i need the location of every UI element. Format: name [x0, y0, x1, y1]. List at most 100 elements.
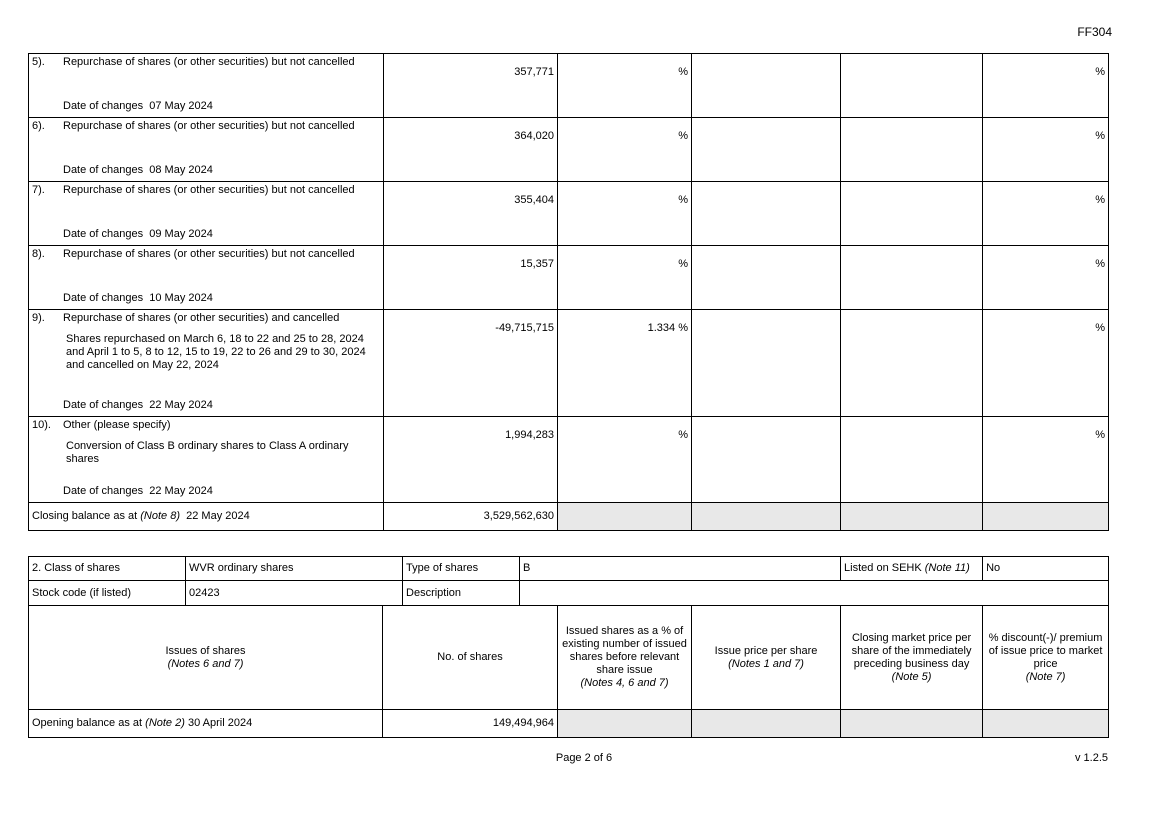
date-value: 09 May 2024 [149, 228, 213, 240]
opening-shares: 149,494,964 [381, 709, 559, 738]
date-of-changes: Date of changes 08 May 2024 [63, 164, 213, 177]
movement-description: 9). Repurchase of shares (or other secur… [28, 309, 384, 417]
share-movements-table: 5). Repurchase of shares (or other secur… [28, 53, 1109, 531]
issued-pct-value: % [557, 117, 692, 182]
opening-date: 30 April 2024 [187, 717, 253, 729]
form-code: FF304 [1077, 25, 1112, 39]
closing-balance-row: Closing balance as at (Note 8) 22 May 20… [28, 502, 1109, 531]
issue-price-cell [691, 53, 841, 118]
closing-note: (Note 8) [140, 510, 180, 522]
date-of-changes: Date of changes 10 May 2024 [63, 292, 213, 305]
header-issued-pct-text: Issued shares as a % of existing number … [562, 625, 687, 676]
premium-pct-value: % [982, 416, 1109, 503]
listed-label-text: Listed on SEHK [844, 562, 922, 574]
closing-price-cell [840, 416, 983, 503]
date-value: 10 May 2024 [149, 292, 213, 304]
listed-note: (Note 11) [924, 562, 970, 574]
date-of-changes: Date of changes 22 May 2024 [63, 399, 213, 412]
movement-row: 6). Repurchase of shares (or other secur… [28, 117, 1109, 182]
issued-pct-value: % [557, 53, 692, 118]
header-discount-text: % discount(-)/ premium of issue price to… [988, 631, 1103, 670]
class-2-table: 2. Class of shares WVR ordinary shares T… [28, 556, 1110, 738]
header-issue-price: Issue price per share (Notes 1 and 7) [691, 605, 842, 710]
opening-label-text: Opening balance as at [32, 717, 143, 729]
movement-detail: Conversion of Class B ordinary shares to… [66, 440, 349, 465]
grey-cell [691, 709, 842, 738]
issued-pct-value: 1.334 % [557, 309, 692, 417]
shares-value: -49,715,715 [383, 309, 558, 417]
date-value: 22 May 2024 [149, 485, 213, 497]
date-label: Date of changes [63, 292, 144, 304]
class-value: WVR ordinary shares [184, 556, 404, 581]
issue-price-cell [691, 245, 841, 310]
header-closing-price-text: Closing market price per share of the im… [851, 631, 972, 670]
date-label: Date of changes [63, 399, 144, 411]
listed-value: No [982, 556, 1110, 581]
grey-cell [840, 709, 984, 738]
issued-pct-value: % [557, 181, 692, 246]
movement-description: 7). Repurchase of shares (or other secur… [28, 181, 384, 246]
closing-price-cell [840, 309, 983, 417]
premium-pct-value: % [982, 181, 1109, 246]
header-discount-note: (Note 7) [1025, 670, 1066, 683]
closing-balance-label: Closing balance as at (Note 8) 22 May 20… [28, 502, 384, 531]
grey-cell [982, 709, 1110, 738]
closing-price-cell [840, 53, 983, 118]
movement-row: 7). Repurchase of shares (or other secur… [28, 181, 1109, 246]
stock-code-label: Stock code (if listed) [28, 580, 186, 606]
movement-row: 5). Repurchase of shares (or other secur… [28, 53, 1109, 118]
header-issues-note: (Notes 6 and 7) [167, 657, 244, 670]
class-label: 2. Class of shares [28, 556, 186, 581]
closing-price-cell [840, 181, 983, 246]
date-value: 07 May 2024 [149, 100, 213, 112]
header-closing-price: Closing market price per share of the im… [840, 605, 984, 710]
grey-cell [691, 502, 841, 531]
movement-title: Other (please specify) [63, 419, 171, 431]
premium-pct-value: % [982, 117, 1109, 182]
row-number: 6). [32, 120, 45, 132]
row-number: 7). [32, 184, 45, 196]
header-closing-price-note: (Note 5) [891, 670, 932, 683]
header-issued-pct: Issued shares as a % of existing number … [557, 605, 693, 710]
issued-pct-value: % [557, 245, 692, 310]
shares-value: 15,357 [383, 245, 558, 310]
shares-value: 1,994,283 [383, 416, 558, 503]
version: v 1.2.5 [1074, 752, 1108, 764]
movement-title: Repurchase of shares (or other securitie… [63, 56, 355, 68]
movement-row: 8). Repurchase of shares (or other secur… [28, 245, 1109, 310]
shares-value: 355,404 [383, 181, 558, 246]
row-number: 10). [32, 419, 51, 431]
movement-description: 10). Other (please specify) Conversion o… [28, 416, 384, 503]
date-value: 08 May 2024 [149, 164, 213, 176]
header-issue-price-note: (Notes 1 and 7) [728, 657, 804, 670]
header-issued-pct-note: (Notes 4, 6 and 7) [580, 677, 669, 689]
date-label: Date of changes [63, 485, 144, 497]
closing-price-cell [840, 117, 983, 182]
movement-description: 5). Repurchase of shares (or other secur… [28, 53, 384, 118]
row-number: 9). [32, 312, 45, 324]
date-label: Date of changes [63, 228, 144, 240]
grey-cell [982, 502, 1109, 531]
movement-row: 10). Other (please specify) Conversion o… [28, 416, 1109, 503]
movement-title: Repurchase of shares (or other securitie… [63, 120, 355, 132]
movement-title: Repurchase of shares (or other securitie… [63, 312, 340, 324]
premium-pct-value: % [982, 245, 1109, 310]
grey-cell [557, 502, 692, 531]
premium-pct-value: % [982, 53, 1109, 118]
description-label: Description [402, 580, 521, 606]
description-value [519, 580, 1110, 606]
type-label: Type of shares [402, 556, 521, 581]
movement-title: Repurchase of shares (or other securitie… [63, 184, 355, 196]
opening-balance-label: Opening balance as at (Note 2) 30 April … [28, 709, 383, 738]
stock-code-value: 02423 [184, 580, 404, 606]
premium-pct-value: % [982, 309, 1109, 417]
opening-balance-row: Opening balance as at (Note 2) 30 April … [28, 709, 1110, 738]
page-number: Page 2 of 6 [555, 752, 613, 764]
row-number: 8). [32, 248, 45, 260]
date-of-changes: Date of changes 22 May 2024 [63, 485, 213, 498]
issue-price-cell [691, 181, 841, 246]
issue-price-cell [691, 416, 841, 503]
movement-description: 8). Repurchase of shares (or other secur… [28, 245, 384, 310]
type-value: B [519, 556, 842, 581]
movement-description: 6). Repurchase of shares (or other secur… [28, 117, 384, 182]
